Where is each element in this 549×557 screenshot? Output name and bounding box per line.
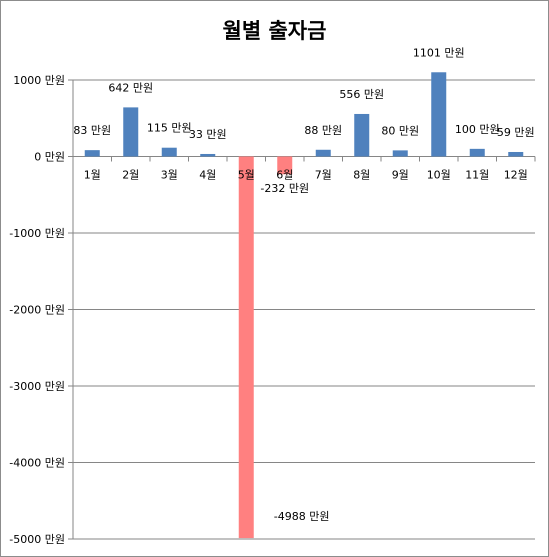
y-tick-label: -2000 만원 <box>9 304 65 317</box>
y-tick-label: -3000 만원 <box>9 380 65 393</box>
bar <box>469 148 485 157</box>
bar <box>277 156 293 175</box>
data-label: 556 만원 <box>339 88 384 101</box>
data-label: 59 만원 <box>497 126 535 139</box>
x-tick-label: 8월 <box>353 169 370 182</box>
x-tick-label: 7월 <box>315 169 332 182</box>
x-tick-label: 5월 <box>238 169 255 182</box>
bar <box>354 113 370 157</box>
bar <box>431 72 447 157</box>
y-tick-label: 1000 만원 <box>13 74 65 87</box>
data-label: 80 만원 <box>381 124 419 137</box>
bar <box>392 150 408 157</box>
x-tick-label: 3월 <box>161 169 178 182</box>
x-tick-label: 12월 <box>504 169 528 182</box>
x-tick-label: 2월 <box>122 169 139 182</box>
bar <box>508 151 524 157</box>
data-label: 83 만원 <box>73 124 111 137</box>
x-tick-label: 10월 <box>427 169 451 182</box>
bar <box>200 153 216 157</box>
y-tick-label: -5000 만원 <box>9 533 65 546</box>
y-tick-label: 0 만원 <box>34 151 65 164</box>
data-label: 100 만원 <box>455 123 500 136</box>
bar <box>315 149 331 157</box>
x-tick-label: 4월 <box>199 169 216 182</box>
x-tick-label: 1월 <box>84 169 101 182</box>
bar <box>238 156 254 539</box>
data-label: 1101 만원 <box>413 46 465 59</box>
data-label: 115 만원 <box>147 122 192 135</box>
y-tick-label: -4000 만원 <box>9 457 65 470</box>
data-label: -4988 만원 <box>274 510 330 523</box>
bar <box>84 150 100 157</box>
chart-title: 월별 출자금 <box>222 19 327 43</box>
data-label: -232 만원 <box>260 182 309 195</box>
bar <box>123 107 139 157</box>
x-tick-label: 11월 <box>465 169 489 182</box>
y-tick-label: -1000 만원 <box>9 227 65 240</box>
data-label: 33 만원 <box>189 128 227 141</box>
data-label: 88 만원 <box>304 124 342 137</box>
x-tick-label: 6월 <box>276 169 293 182</box>
x-tick-label: 9월 <box>392 169 409 182</box>
data-label: 642 만원 <box>108 81 153 94</box>
bar <box>161 147 177 157</box>
